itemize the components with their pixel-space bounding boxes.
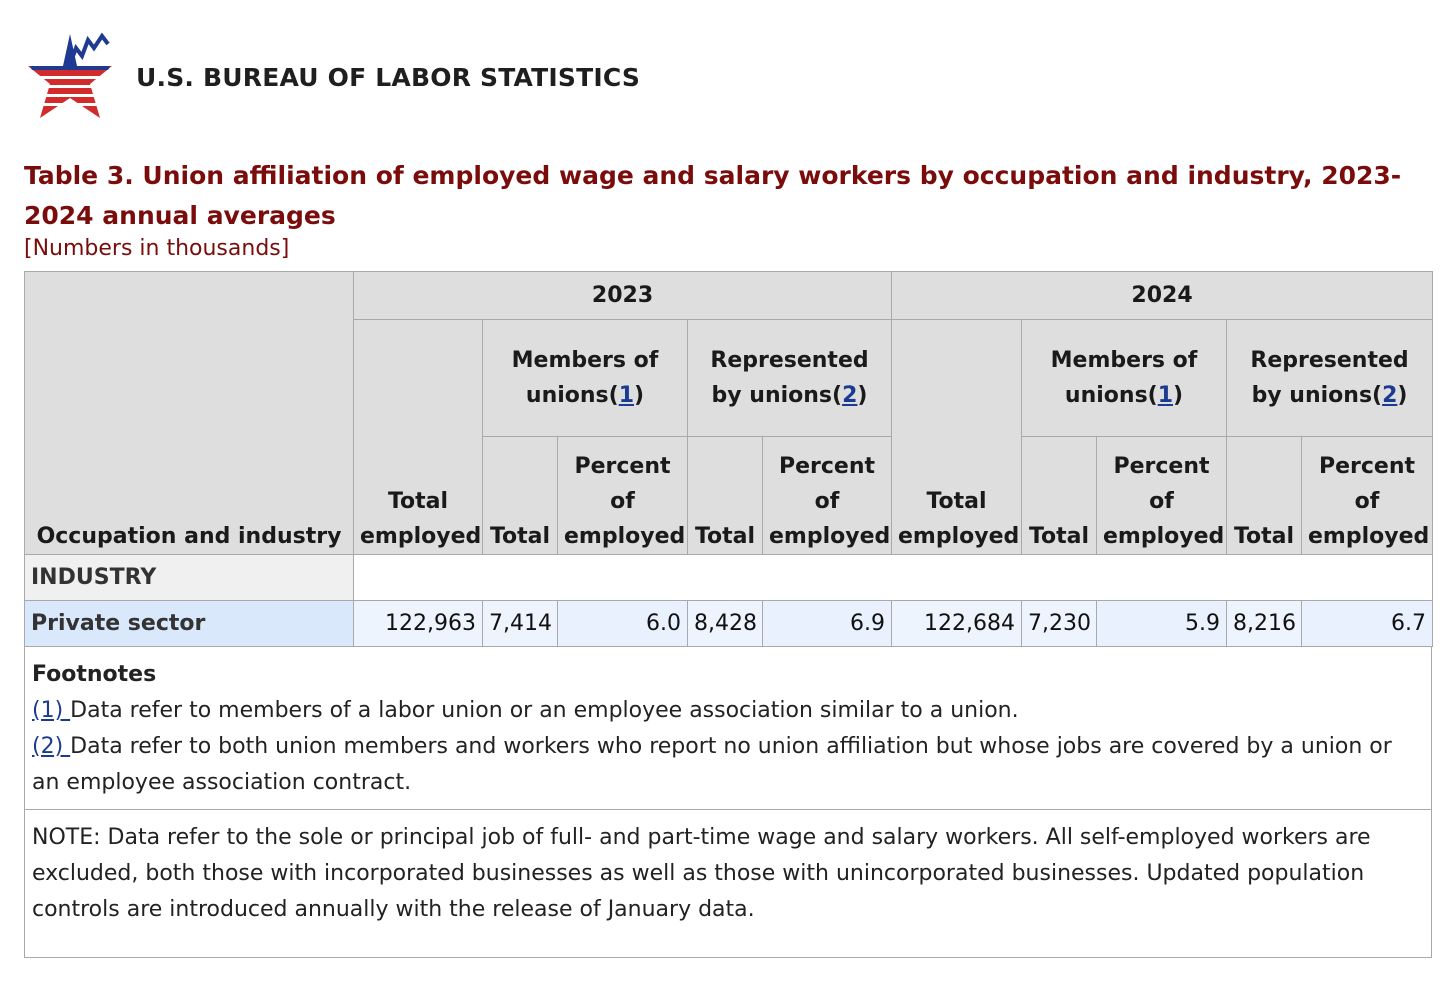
footnote-link-1[interactable]: 1 [618, 383, 635, 408]
cell-represented-pct-2024: 6.7 [1301, 600, 1434, 647]
footnote-text: Data refer to both union members and wor… [32, 734, 1392, 795]
footnote-item: (2) Data refer to both union members and… [32, 729, 1424, 801]
footnote-item: (1) Data refer to members of a labor uni… [32, 693, 1424, 729]
table-row: Private sector 122,963 7,414 6.0 8,428 6… [24, 600, 1434, 647]
col-represented-percent-2023: Percent of employed [761, 436, 893, 555]
footnote-ref-2[interactable]: (2) [32, 734, 71, 759]
col-members-total-2023: Total [482, 436, 558, 555]
col-represented-total-2024: Total [1226, 436, 1303, 555]
cell-represented-pct-2023: 6.9 [761, 600, 893, 647]
col-members-total-2024: Total [1021, 436, 1098, 555]
col-members-percent-2023: Percent of employed [557, 436, 688, 555]
union-affiliation-table: Occupation and industry 2023 2024 Total … [24, 271, 1434, 647]
cell-members-pct-2024: 5.9 [1096, 600, 1228, 647]
members-label: Members of unions( [511, 348, 659, 408]
represented-label: Represented by unions( [710, 348, 869, 408]
cell-members-total-2024: 7,230 [1021, 600, 1098, 647]
section-row-industry: INDUSTRY [24, 554, 1434, 601]
col-members-of-unions-2023: Members of unions(1) [482, 319, 688, 437]
col-total-employed-2024: Total employed [891, 319, 1023, 555]
cell-total-employed-2023: 122,963 [353, 600, 483, 647]
cell-members-pct-2023: 6.0 [557, 600, 688, 647]
footnote-text: Data refer to members of a labor union o… [70, 698, 1019, 723]
close-paren: ) [634, 383, 645, 408]
col-members-percent-2024: Percent of employed [1096, 436, 1228, 555]
table-title: Table 3. Union affiliation of employed w… [24, 161, 1402, 230]
cell-members-total-2023: 7,414 [482, 600, 558, 647]
stub-header: Occupation and industry [24, 271, 354, 555]
section-blank [352, 554, 1434, 601]
col-represented-total-2023: Total [687, 436, 763, 555]
col-members-of-unions-2024: Members of unions(1) [1021, 319, 1228, 437]
row-label: Private sector [24, 600, 354, 647]
year-header-2024: 2024 [891, 271, 1434, 320]
agency-name[interactable]: U.S. BUREAU OF LABOR STATISTICS [136, 63, 641, 92]
col-represented-by-unions-2023: Represented by unions(2) [686, 319, 893, 437]
note-section: NOTE: Data refer to the sole or principa… [24, 810, 1432, 958]
cell-total-employed-2024: 122,684 [891, 600, 1023, 647]
footnotes-section: Footnotes (1) Data refer to members of a… [24, 647, 1432, 810]
section-label: INDUSTRY [24, 554, 354, 601]
close-paren: ) [857, 383, 868, 408]
footnote-link-2[interactable]: 2 [842, 383, 858, 408]
site-header: U.S. BUREAU OF LABOR STATISTICS [28, 26, 728, 126]
members-label: Members of unions( [1050, 348, 1198, 408]
bls-star-logo-icon[interactable] [28, 26, 112, 122]
footnote-link-2[interactable]: 2 [1382, 383, 1398, 408]
data-table-container: Occupation and industry 2023 2024 Total … [24, 271, 1434, 958]
footnote-link-1[interactable]: 1 [1157, 383, 1174, 408]
represented-label: Represented by unions( [1250, 348, 1409, 408]
col-represented-by-unions-2024: Represented by unions(2) [1226, 319, 1434, 437]
close-paren: ) [1397, 383, 1408, 408]
col-total-employed-2023: Total employed [353, 319, 483, 555]
footnote-ref-1[interactable]: (1) [32, 698, 71, 723]
table-subtitle: [Numbers in thousands] [24, 236, 290, 261]
cell-represented-total-2024: 8,216 [1226, 600, 1303, 647]
col-represented-percent-2024: Percent of employed [1301, 436, 1434, 555]
close-paren: ) [1173, 383, 1184, 408]
cell-represented-total-2023: 8,428 [687, 600, 763, 647]
footnotes-heading: Footnotes [32, 662, 157, 687]
year-header-2023: 2023 [352, 271, 893, 320]
